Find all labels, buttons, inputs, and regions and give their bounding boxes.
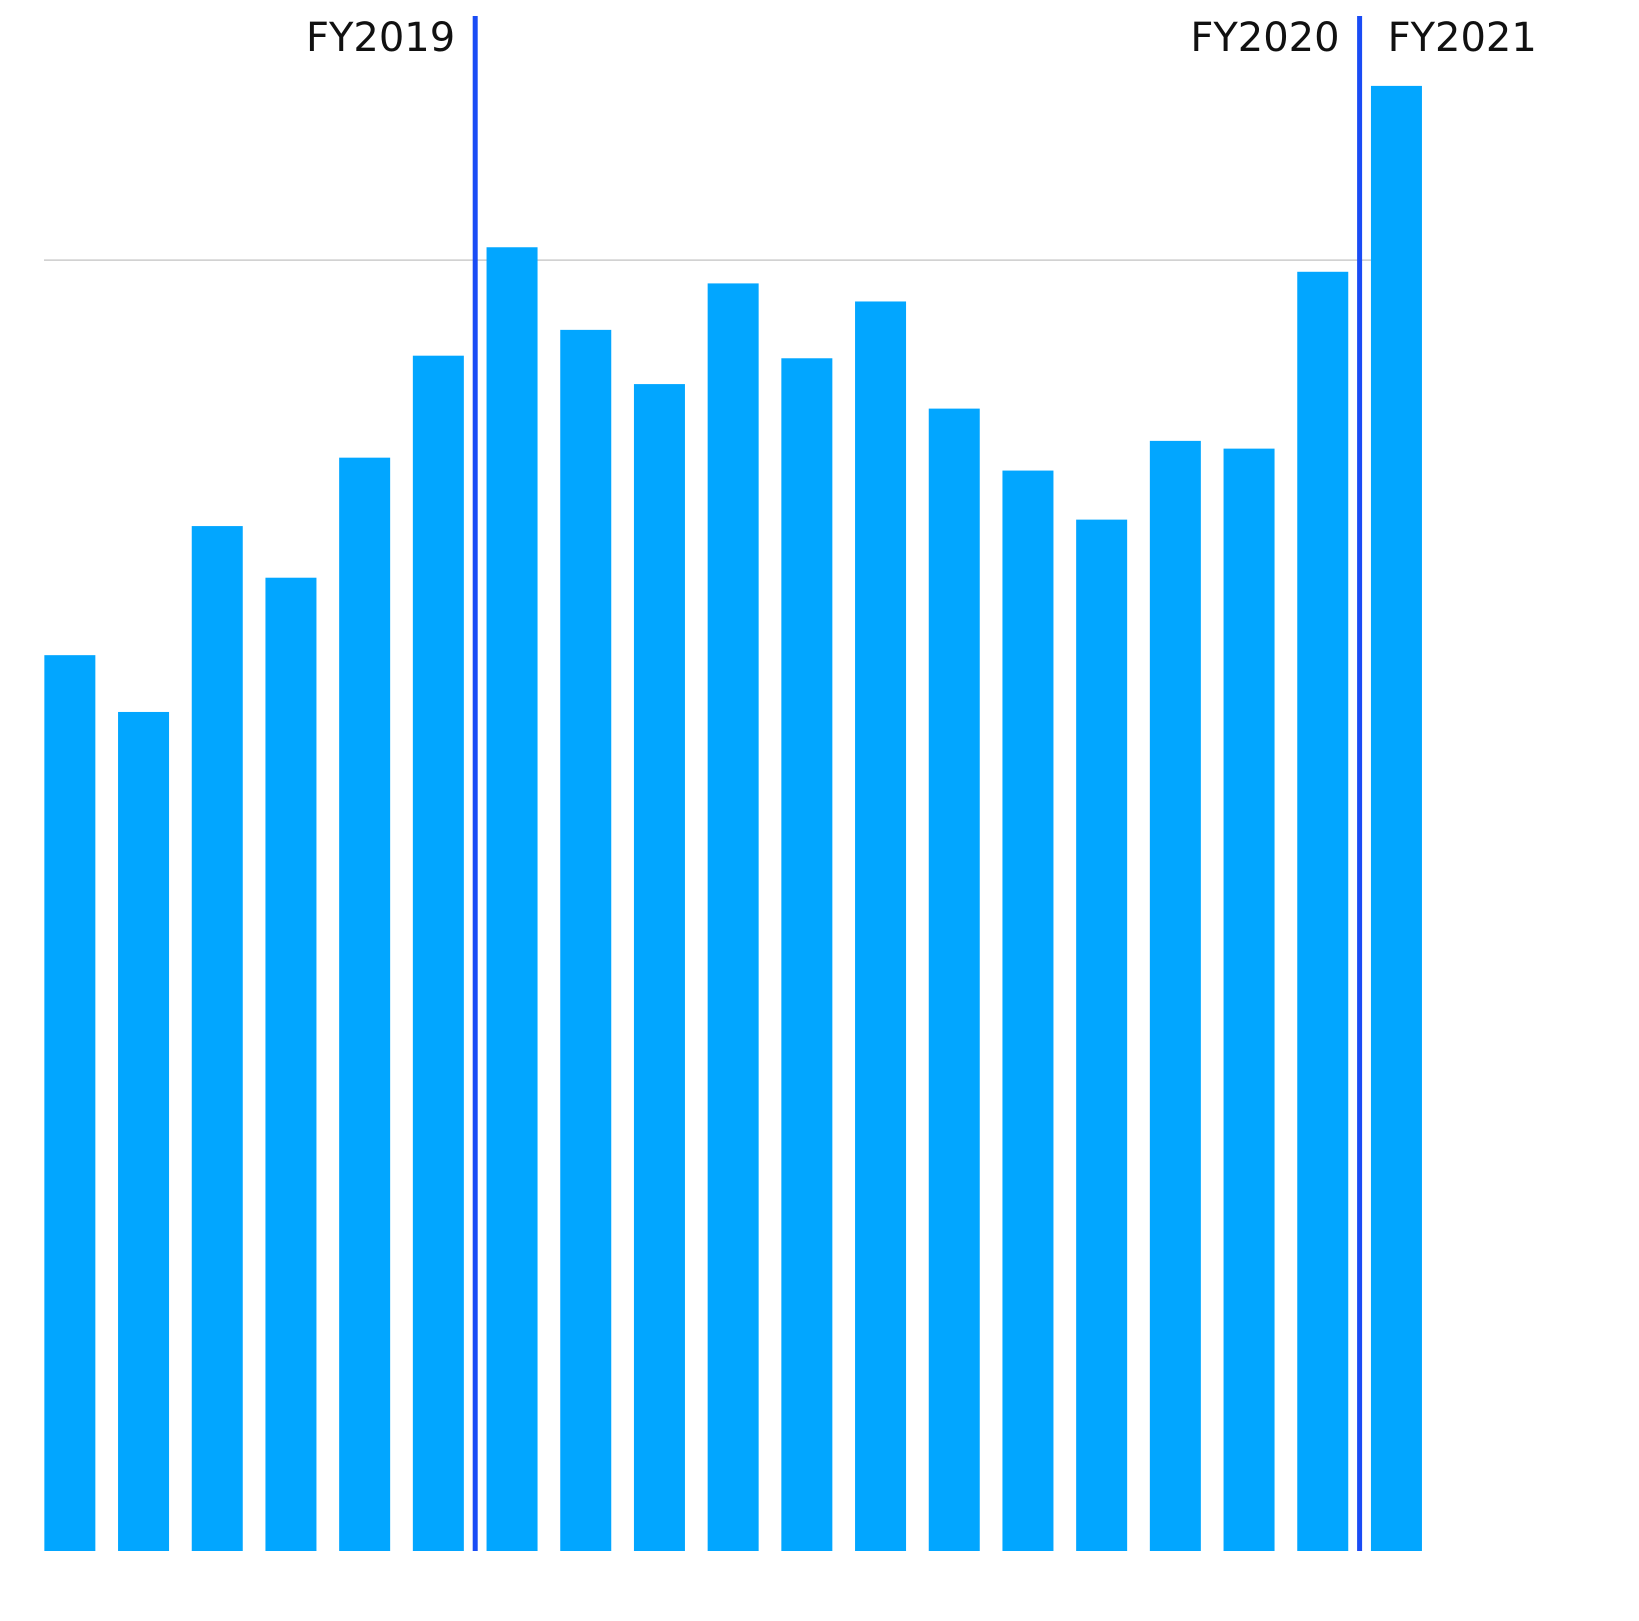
bar [486, 247, 538, 1552]
bar [928, 408, 980, 1551]
bar [44, 655, 96, 1551]
bar [1297, 271, 1349, 1551]
bar [191, 526, 243, 1551]
bar [707, 283, 759, 1552]
bar [1149, 440, 1201, 1552]
period-label: FY2019 [306, 15, 455, 61]
bar [412, 355, 464, 1551]
period-label: FY2020 [1190, 15, 1339, 61]
period-label: FY2021 [1388, 15, 1537, 61]
bar [118, 711, 170, 1551]
bar [560, 329, 612, 1551]
bar [265, 577, 317, 1551]
bar [633, 384, 685, 1551]
bar [855, 301, 907, 1551]
bar [339, 457, 391, 1551]
bar [1370, 85, 1422, 1551]
bar [1002, 470, 1054, 1551]
bar [781, 358, 833, 1551]
bar [1223, 448, 1275, 1552]
bar [1076, 519, 1128, 1551]
